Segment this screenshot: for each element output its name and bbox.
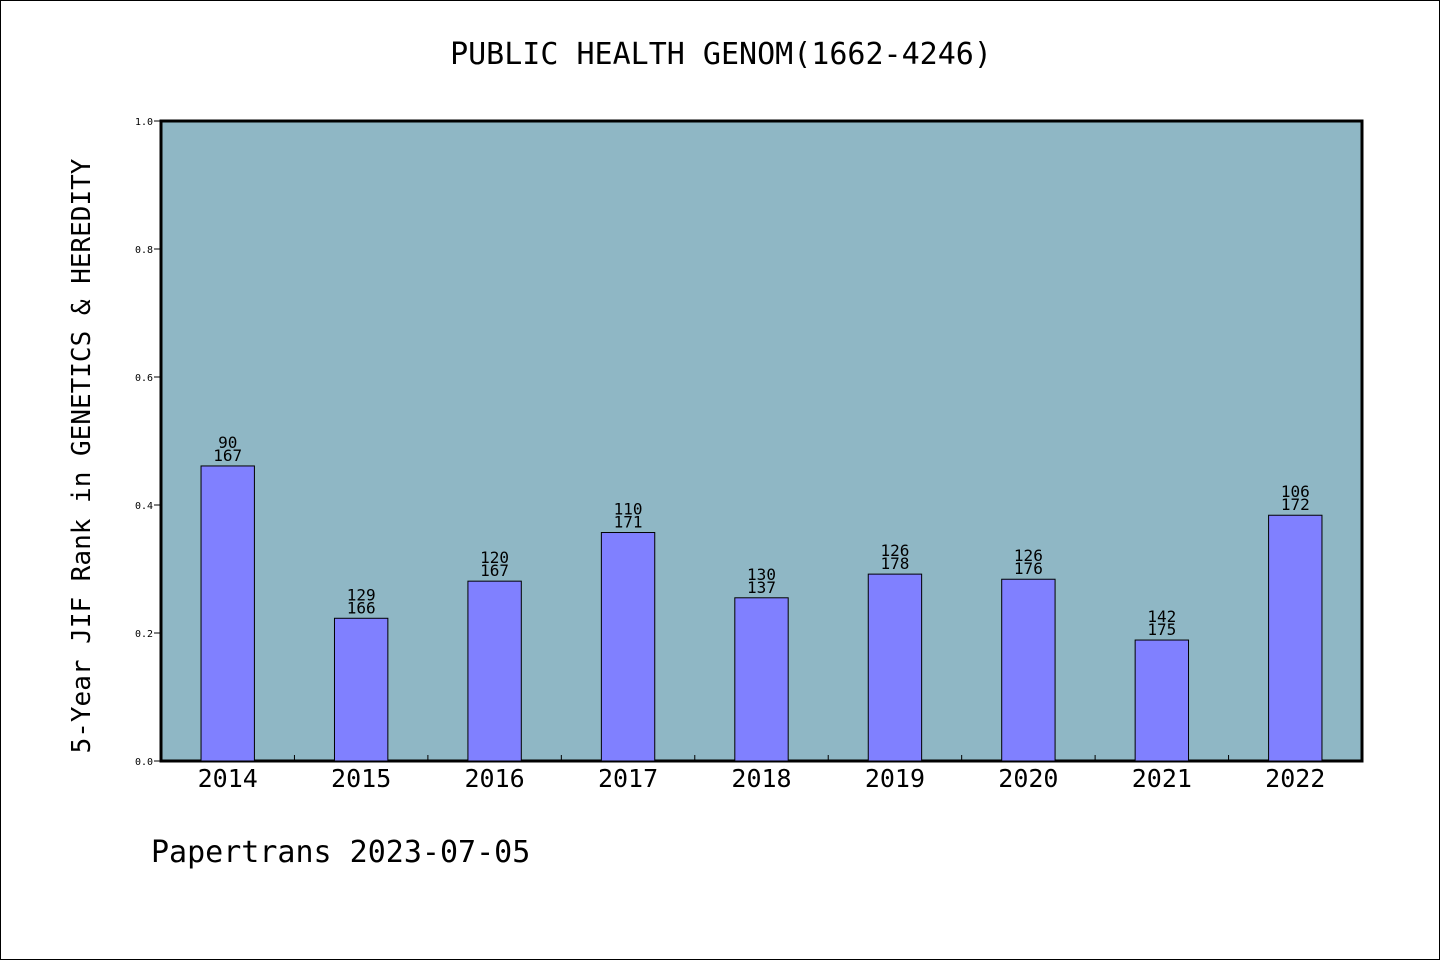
bar-rank-label: 106 <box>1281 482 1310 501</box>
bar <box>200 465 255 762</box>
x-tick-label: 2015 <box>331 764 391 793</box>
chart-title: PUBLIC HEALTH GENOM(1662-4246) <box>450 37 992 72</box>
bar-rank-label: 130 <box>747 565 776 584</box>
bar-total-label: 137 <box>747 578 776 597</box>
bar <box>867 573 923 762</box>
bar-total-label: 175 <box>1147 620 1176 639</box>
bar-rank-label: 142 <box>1147 607 1176 626</box>
y-tick-label: 1.0 <box>135 117 153 128</box>
bar-rank-label: 110 <box>614 500 643 519</box>
bar <box>734 597 789 762</box>
bar-total-label: 178 <box>880 554 909 573</box>
y-axis-label: 5-Year JIF Rank in GENETICS & HEREDITY <box>67 158 97 753</box>
bar-total-label: 171 <box>614 513 643 532</box>
y-axis: 0.0 0.2 0.4 0.6 0.8 1.0 <box>135 117 161 768</box>
bar-total-label: 172 <box>1281 495 1310 514</box>
bar <box>467 580 522 762</box>
bar <box>333 617 389 762</box>
bar <box>1001 578 1056 762</box>
x-tick-label: 2014 <box>198 764 258 793</box>
bar <box>1268 514 1323 762</box>
y-tick-label: 0.2 <box>135 629 153 640</box>
bar <box>1134 639 1190 762</box>
y-tick-label: 0.6 <box>135 373 153 384</box>
footer-text: Papertrans 2023-07-05 <box>151 835 531 870</box>
x-tick-label: 2018 <box>731 764 791 793</box>
bar-rank-label: 126 <box>880 541 909 560</box>
x-tick-label: 2021 <box>1132 764 1192 793</box>
y-tick-label: 0.0 <box>135 757 153 768</box>
y-tick-label: 0.8 <box>135 245 153 256</box>
x-tick-label: 2016 <box>465 764 525 793</box>
bar-rank-label: 90 <box>218 433 237 452</box>
x-tick-label: 2020 <box>998 764 1058 793</box>
bar <box>600 532 656 762</box>
bar-rank-label: 126 <box>1014 546 1043 565</box>
x-tick-label: 2022 <box>1265 764 1325 793</box>
bar-rank-label: 129 <box>347 585 376 604</box>
x-axis: 2014 2015 2016 2017 2018 2019 2020 2021 2022 <box>198 755 1325 793</box>
bar-total-label: 167 <box>213 446 242 465</box>
bar-total-label: 167 <box>480 561 509 580</box>
x-tick-label: 2017 <box>598 764 658 793</box>
y-tick-label: 0.4 <box>135 501 153 512</box>
bar-total-label: 176 <box>1014 559 1043 578</box>
bar-total-label: 166 <box>347 598 376 617</box>
bar-rank-label: 120 <box>480 548 509 567</box>
x-tick-label: 2019 <box>865 764 925 793</box>
